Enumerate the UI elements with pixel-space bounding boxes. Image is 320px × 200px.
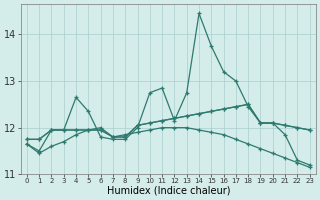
X-axis label: Humidex (Indice chaleur): Humidex (Indice chaleur): [107, 186, 230, 196]
